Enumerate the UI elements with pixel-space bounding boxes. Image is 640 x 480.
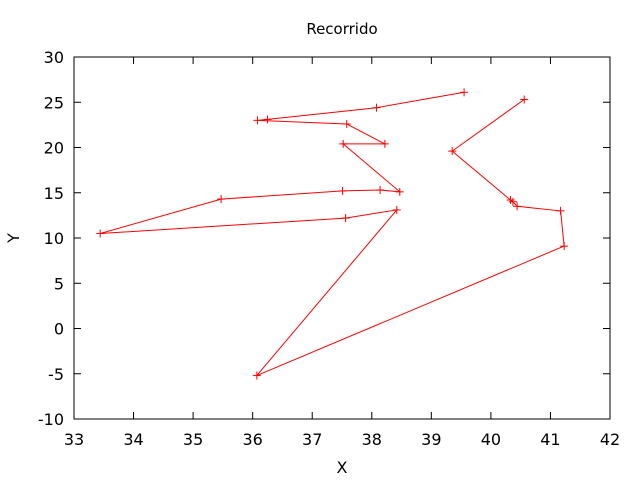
x-tick-label: 39 — [421, 430, 441, 449]
data-point — [339, 139, 348, 148]
data-point — [380, 139, 389, 148]
data-point — [506, 195, 515, 204]
data-point — [338, 186, 347, 195]
series-line — [100, 91, 565, 377]
x-tick-label: 36 — [242, 430, 262, 449]
data-point — [392, 205, 401, 214]
data-point — [395, 187, 404, 196]
y-tick-label: -5 — [48, 365, 64, 384]
data-point — [556, 206, 565, 215]
y-tick-label: 5 — [54, 274, 64, 293]
data-point — [217, 195, 226, 204]
y-tick-label: 25 — [44, 93, 64, 112]
y-tick-label: 10 — [44, 229, 64, 248]
data-point — [252, 371, 261, 380]
data-point — [513, 202, 522, 211]
y-axis-title: Y — [4, 233, 23, 244]
y-tick-label: 0 — [54, 320, 64, 339]
x-tick-label: 41 — [540, 430, 560, 449]
data-point — [448, 147, 457, 156]
data-point — [253, 116, 262, 125]
data-point — [520, 95, 529, 104]
x-tick-label: 34 — [123, 430, 143, 449]
series-layer — [96, 88, 569, 380]
data-point — [372, 103, 381, 112]
y-tick-label: 30 — [44, 48, 64, 67]
data-point — [96, 229, 105, 238]
y-axis: -10 -5 0 5 10 15 20 25 30 — [38, 48, 610, 429]
x-tick-label: 37 — [302, 430, 322, 449]
data-point — [560, 242, 569, 251]
x-tick-label: 38 — [362, 430, 382, 449]
y-tick-label: 15 — [44, 184, 64, 203]
x-axis: 33 34 35 36 37 38 39 40 41 42 — [64, 57, 620, 449]
chart-title: Recorrido — [306, 20, 377, 38]
data-point — [263, 115, 272, 124]
data-point — [342, 119, 351, 128]
y-tick-label: -10 — [38, 410, 64, 429]
y-tick-label: 20 — [44, 139, 64, 158]
x-tick-label: 42 — [600, 430, 620, 449]
x-tick-label: 35 — [183, 430, 203, 449]
x-tick-label: 33 — [64, 430, 84, 449]
x-axis-title: X — [337, 458, 348, 477]
x-tick-label: 40 — [481, 430, 501, 449]
data-point — [341, 214, 350, 223]
data-point — [460, 88, 469, 97]
data-point — [376, 186, 385, 195]
